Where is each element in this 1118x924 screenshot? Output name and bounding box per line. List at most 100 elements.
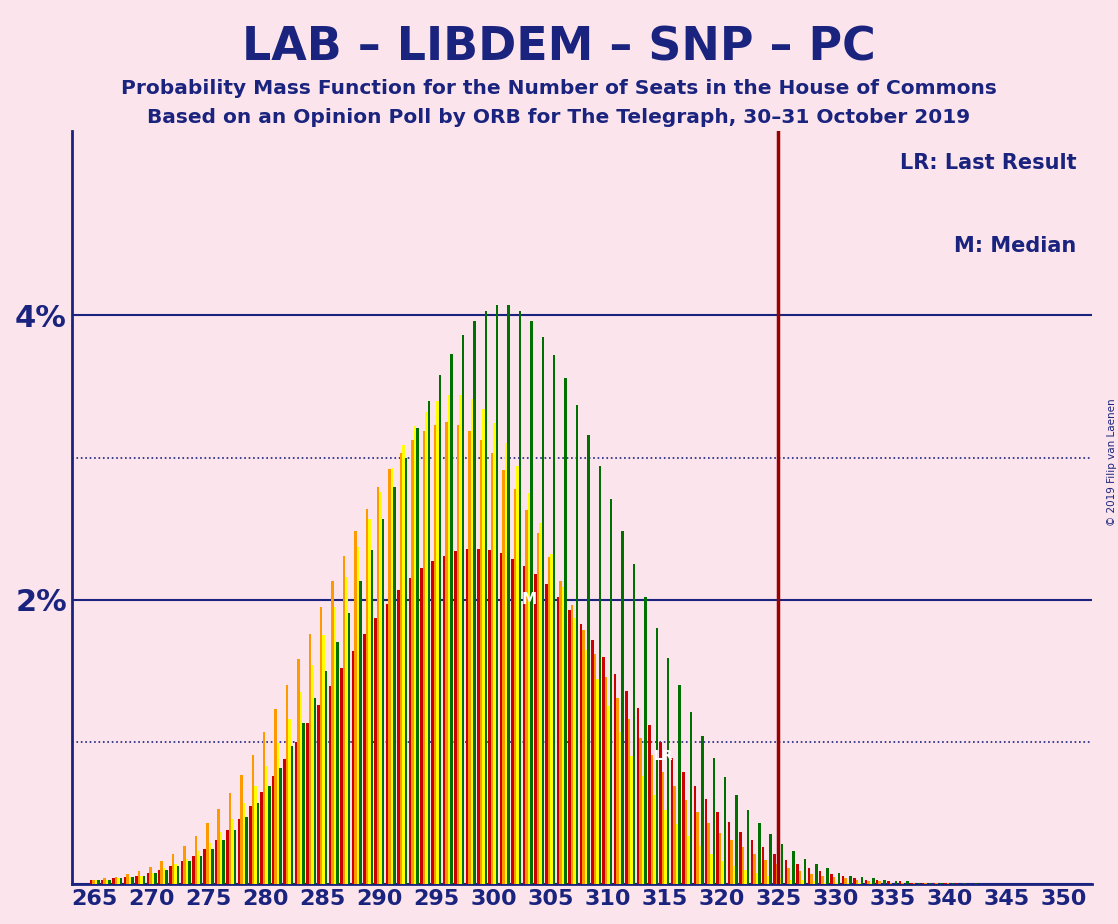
Bar	[451, 354, 453, 884]
Bar	[642, 776, 644, 884]
Bar	[750, 840, 754, 884]
Bar	[627, 719, 631, 884]
Bar	[188, 861, 191, 884]
Bar	[745, 869, 747, 884]
Bar	[964, 882, 966, 884]
Bar	[129, 877, 131, 884]
Bar	[120, 879, 122, 884]
Bar	[598, 466, 601, 884]
Bar	[149, 867, 152, 884]
Bar	[124, 877, 126, 884]
Bar	[813, 881, 815, 884]
Text: Probability Mass Function for the Number of Seats in the House of Commons: Probability Mass Function for the Number…	[121, 79, 997, 98]
Bar	[690, 712, 692, 884]
Bar	[811, 874, 813, 884]
Bar	[320, 607, 322, 884]
Bar	[747, 810, 749, 884]
Bar	[505, 444, 508, 884]
Bar	[730, 840, 732, 884]
Bar	[345, 577, 348, 884]
Bar	[462, 335, 464, 884]
Bar	[667, 658, 670, 884]
Bar	[796, 864, 798, 884]
Bar	[607, 706, 610, 884]
Bar	[209, 843, 211, 884]
Bar	[894, 881, 898, 884]
Bar	[785, 860, 787, 884]
Bar	[932, 882, 936, 884]
Bar	[291, 747, 293, 884]
Bar	[484, 311, 487, 884]
Bar	[831, 874, 833, 884]
Bar	[655, 628, 659, 884]
Bar	[837, 873, 841, 884]
Bar	[708, 823, 710, 884]
Bar	[226, 830, 229, 884]
Bar	[767, 876, 769, 884]
Bar	[140, 876, 143, 884]
Bar	[348, 613, 350, 884]
Bar	[940, 882, 942, 884]
Bar	[631, 756, 633, 884]
Bar	[138, 871, 140, 884]
Bar	[313, 698, 316, 884]
Bar	[798, 871, 802, 884]
Bar	[465, 549, 468, 884]
Bar	[883, 880, 885, 884]
Bar	[363, 634, 366, 884]
Bar	[562, 587, 565, 884]
Bar	[776, 864, 778, 884]
Bar	[550, 554, 553, 884]
Text: © 2019 Filip van Laenen: © 2019 Filip van Laenen	[1108, 398, 1117, 526]
Bar	[671, 758, 673, 884]
Bar	[92, 880, 95, 884]
Bar	[169, 866, 172, 884]
Bar	[901, 882, 903, 884]
Bar	[177, 866, 179, 884]
Bar	[728, 821, 730, 884]
Bar	[480, 441, 482, 884]
Bar	[774, 855, 776, 884]
Bar	[89, 880, 92, 884]
Bar	[653, 795, 655, 884]
Bar	[340, 668, 343, 884]
Bar	[459, 395, 462, 884]
Bar	[318, 705, 320, 884]
Bar	[868, 881, 870, 884]
Bar	[502, 470, 505, 884]
Bar	[956, 882, 958, 884]
Bar	[411, 441, 414, 884]
Bar	[673, 786, 675, 884]
Bar	[234, 830, 236, 884]
Bar	[699, 845, 701, 884]
Bar	[679, 685, 681, 884]
Bar	[514, 489, 517, 884]
Bar	[822, 876, 824, 884]
Bar	[496, 306, 499, 884]
Bar	[448, 395, 451, 884]
Bar	[765, 860, 767, 884]
Bar	[260, 792, 263, 884]
Bar	[815, 864, 817, 884]
Bar	[254, 786, 257, 884]
Bar	[739, 832, 741, 884]
Bar	[391, 468, 394, 884]
Text: M: M	[521, 592, 537, 607]
Bar	[405, 457, 407, 884]
Bar	[688, 836, 690, 884]
Bar	[386, 604, 388, 884]
Bar	[231, 819, 234, 884]
Bar	[203, 848, 206, 884]
Bar	[610, 499, 613, 884]
Text: LR: Last Result: LR: Last Result	[900, 153, 1077, 173]
Bar	[104, 879, 106, 884]
Bar	[879, 881, 881, 884]
Bar	[525, 510, 528, 884]
Bar	[288, 719, 291, 884]
Bar	[402, 444, 405, 884]
Bar	[591, 639, 594, 884]
Bar	[574, 618, 576, 884]
Bar	[619, 732, 622, 884]
Bar	[682, 772, 684, 884]
Bar	[802, 880, 804, 884]
